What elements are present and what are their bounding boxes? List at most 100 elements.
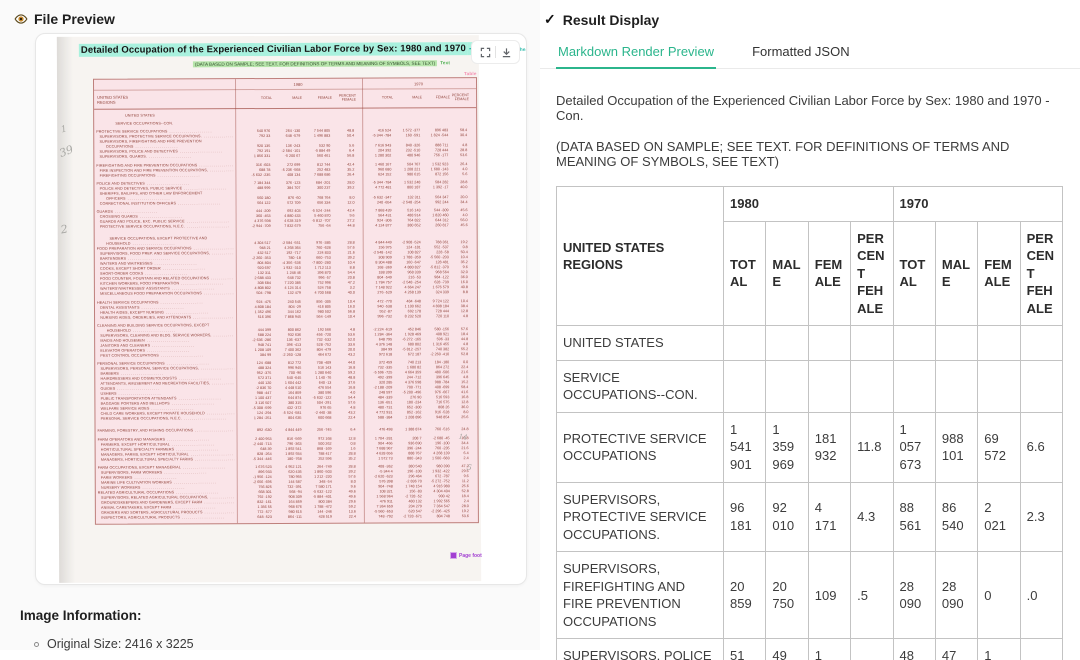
year-header-row: UNITED STATES REGIONS 1980 1970 xyxy=(556,185,1063,327)
image-info-item: Original Size: 2416 x 3225 xyxy=(34,637,194,651)
column-header: FEMALE xyxy=(977,220,1021,327)
original-size-text: Original Size: 2416 x 3225 xyxy=(47,637,194,651)
cell-value xyxy=(807,325,852,361)
column-header: TOTAL xyxy=(722,220,767,327)
cell-value: 49 561 xyxy=(765,638,809,660)
cell-value: 6.6 xyxy=(1019,411,1064,483)
scan-year-1970: 1970 xyxy=(414,80,423,86)
cell-value: 28 090 xyxy=(892,551,936,640)
scan-table: 1980 1970 UNITED STATES REGIONS TOTAL MAL… xyxy=(92,77,479,525)
table-row: SUPERVISORS, POLICE AND DETECTIVES51 306… xyxy=(556,638,1064,660)
cell-value xyxy=(1019,359,1064,413)
scan-body: UNITED STATES SERVICE OCCUPATIONS--CON. PR… xyxy=(94,108,478,520)
column-header: TOTAL xyxy=(892,220,936,327)
cell-value: 2.3 xyxy=(1019,638,1064,660)
row-label: PROTECTIVE SERVICE OCCUPATIONS xyxy=(556,411,724,483)
pencil-mark: 14 xyxy=(458,432,468,442)
cell-value xyxy=(765,325,809,361)
result-display-header: ✓ Result Display xyxy=(540,0,1080,28)
year-header-1970: 1970 xyxy=(892,186,1063,222)
fullscreen-icon[interactable] xyxy=(475,43,495,61)
table-row: UNITED STATES xyxy=(556,325,1064,361)
row-label: SUPERVISORS, FIREFIGHTING AND FIRE PREVE… xyxy=(556,551,724,640)
markdown-preview-content: Detailed Occupation of the Experienced C… xyxy=(540,69,1080,660)
cell-value xyxy=(892,359,936,413)
row-label: SERVICE OCCUPATIONS--CON. xyxy=(556,359,724,413)
cell-value: 48 941 xyxy=(892,638,936,660)
tab-formatted-json[interactable]: Formatted JSON xyxy=(752,44,850,59)
scan-colheader-row: UNITED STATES REGIONS TOTAL MALE FEMALE PER… xyxy=(94,89,477,110)
scan-year-1980: 1980 xyxy=(293,81,303,87)
document-title: Detailed Occupation of the Experienced C… xyxy=(556,93,1050,123)
cell-value: 2 021 xyxy=(977,481,1021,553)
column-header: MALE xyxy=(765,220,809,327)
column-header: FEMALE xyxy=(807,220,852,327)
file-preview-header: File Preview xyxy=(0,0,540,27)
cell-value: 11.8 xyxy=(850,411,894,483)
cell-value xyxy=(807,359,852,413)
cell-value: 69 572 xyxy=(977,411,1021,483)
cell-value xyxy=(934,359,979,413)
result-display-panel: ✓ Result Display Markdown Render Preview… xyxy=(540,0,1080,660)
column-header: PERCENT FEHALE xyxy=(850,220,894,327)
scan-row: INSPECTORS, AGRICULTURAL PRODUCTS . . . … xyxy=(101,514,469,520)
table-row: SERVICE OCCUPATIONS--CON. xyxy=(556,359,1064,413)
stub-header: UNITED STATES REGIONS xyxy=(556,185,724,327)
scan-caption: (DATA BASED ON SAMPLE; SEE TEXT. FOR DEF… xyxy=(192,59,451,67)
cell-value xyxy=(892,325,936,361)
image-info-heading: Image Information: xyxy=(20,608,142,623)
scan-column-header: PERCENT FEMALE xyxy=(338,93,357,102)
column-header: PERCENT FEHALE xyxy=(1019,220,1064,327)
scan-stub-header: UNITED STATES REGIONS xyxy=(97,94,129,105)
cell-value: 109 xyxy=(807,551,852,640)
cell-value xyxy=(977,325,1021,361)
page-foot-icon xyxy=(450,552,457,559)
cell-value: 20 750 xyxy=(765,551,809,640)
cell-value: 1 745 xyxy=(807,638,852,660)
result-tabs: Markdown Render Preview Formatted JSON xyxy=(540,38,1080,69)
row-label: SUPERVISORS, PROTECTIVE SERVICE OCCUPATI… xyxy=(556,481,724,553)
document-preview-card: Detailed Occupation of the Experienced C… xyxy=(35,33,527,585)
cell-value xyxy=(1019,325,1064,361)
text-annotation: Text xyxy=(440,60,451,66)
pencil-mark: 1 xyxy=(60,124,69,136)
column-header: MALE xyxy=(934,220,979,327)
scan-colheads-1970: TOTAL MALE FEMALE PERCENT FEMALE xyxy=(358,93,471,102)
scanned-document: Detailed Occupation of the Experienced C… xyxy=(56,35,526,583)
table-row: SUPERVISORS, PROTECTIVE SERVICE OCCUPATI… xyxy=(556,481,1064,553)
cell-value xyxy=(934,325,979,361)
cell-value: .5 xyxy=(850,551,894,640)
toolbar-divider xyxy=(495,46,496,58)
cell-value: .0 xyxy=(1019,551,1064,640)
cell-value: 0 xyxy=(977,551,1021,640)
scan-column-header: MALE xyxy=(292,95,303,100)
page-foot-badge: Page foot xyxy=(450,552,482,559)
cell-value xyxy=(765,359,809,413)
check-icon: ✓ xyxy=(544,11,556,27)
cell-value: 47 804 xyxy=(934,638,979,660)
result-table-body: UNITED STATES SERVICE OCCUPATIONS--CON. PR… xyxy=(556,325,1064,660)
scan-column-header: MALE xyxy=(412,95,423,100)
pencil-mark: 2 xyxy=(59,222,69,237)
cell-value: 92 010 xyxy=(765,481,809,553)
pencil-mark: 39 xyxy=(57,142,76,160)
cell-value xyxy=(722,359,767,413)
download-icon[interactable] xyxy=(496,43,516,61)
result-display-title: Result Display xyxy=(562,11,660,28)
cell-value: 3.4 xyxy=(850,638,894,660)
scan-column-header: TOTAL xyxy=(260,96,273,101)
cell-value: 1 541 901 xyxy=(722,411,767,483)
scan-column-header: FEMALE xyxy=(317,95,333,100)
cell-value: 1 137 xyxy=(977,638,1021,660)
cell-value: 86 540 xyxy=(934,481,979,553)
page-foot-label: Page foot xyxy=(459,552,482,559)
document-caption: (DATA BASED ON SAMPLE; SEE TEXT. FOR DEF… xyxy=(556,139,1010,169)
cell-value xyxy=(850,325,894,361)
tab-markdown-render-preview[interactable]: Markdown Render Preview xyxy=(556,38,717,69)
table-row: PROTECTIVE SERVICE OCCUPATIONS 1 541 901 1… xyxy=(556,411,1064,483)
cell-value: 96 181 xyxy=(722,481,767,553)
cell-value: 20 859 xyxy=(722,551,767,640)
cell-value: 51 306 xyxy=(722,638,767,660)
cell-value: 1 057 673 xyxy=(892,411,936,483)
row-label: UNITED STATES xyxy=(556,325,724,361)
